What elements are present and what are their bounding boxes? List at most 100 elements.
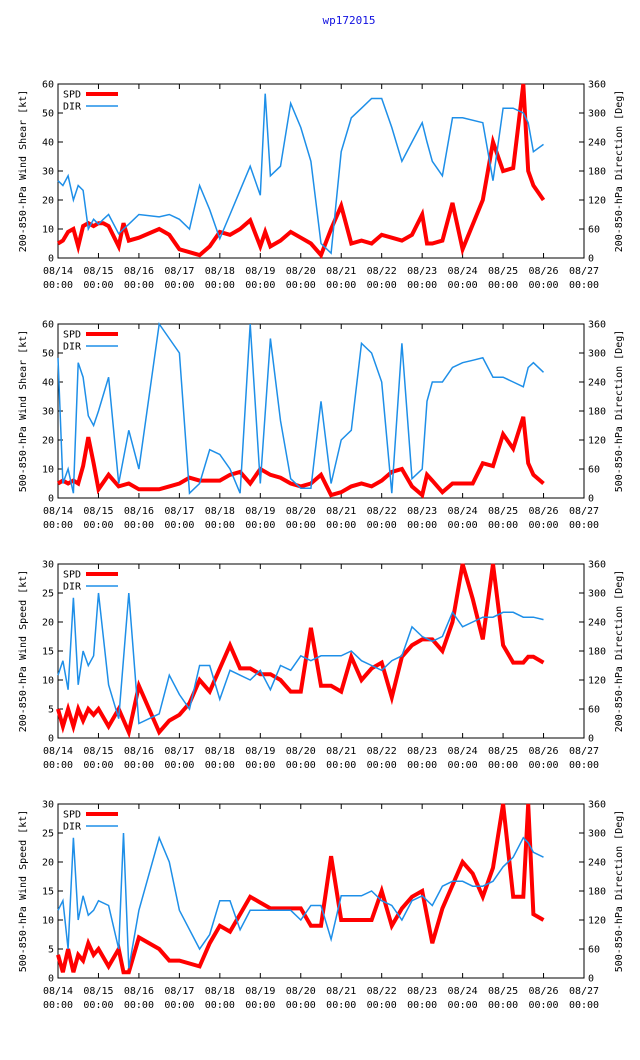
dir-point (209, 665, 210, 666)
y2-tick-label: 300 (588, 349, 606, 360)
dir-point (128, 224, 129, 225)
spd-point (543, 662, 544, 663)
spd-point (371, 920, 372, 921)
dir-point (270, 910, 271, 911)
spd-point (240, 229, 241, 230)
spd-point (422, 214, 423, 215)
spd-point (280, 908, 281, 909)
dir-point (78, 185, 79, 186)
legend-label-spd: SPD (63, 90, 81, 101)
spd-point (371, 668, 372, 669)
spd-point (240, 668, 241, 669)
y2-tick-label: 120 (588, 436, 606, 447)
x-tick-label-date: 08/23 (407, 506, 437, 517)
x-tick-label-time: 00:00 (124, 280, 154, 291)
x-tick-label-time: 00:00 (286, 760, 316, 771)
dir-point (68, 469, 69, 470)
dir-point (472, 622, 473, 623)
dir-point (482, 357, 483, 358)
spd-point (361, 920, 362, 921)
spd-point (58, 243, 59, 244)
dir-point (169, 675, 170, 676)
spd-point (280, 680, 281, 681)
spd-point (523, 662, 524, 663)
x-tick-label-date: 08/27 (569, 986, 599, 997)
x-tick-label-time: 00:00 (286, 520, 316, 531)
dir-point (331, 253, 332, 254)
x-tick-label-time: 00:00 (569, 760, 599, 771)
spd-point (452, 622, 453, 623)
spd-point (260, 246, 261, 247)
spd-point (300, 237, 301, 238)
x-tick-label-date: 08/15 (83, 266, 113, 277)
spd-point (93, 226, 94, 227)
dir-point (432, 382, 433, 383)
dir-point (412, 142, 413, 143)
dir-point (93, 655, 94, 656)
y2-tick-label: 300 (588, 829, 606, 840)
x-tick-label-time: 00:00 (124, 1000, 154, 1011)
x-tick-label-time: 00:00 (488, 280, 518, 291)
dir-point (169, 862, 170, 863)
dir-point (123, 833, 124, 834)
x-tick-label-date: 08/25 (488, 746, 518, 757)
spd-point (422, 891, 423, 892)
dir-point (240, 929, 241, 930)
y-tick-label: 15 (42, 647, 54, 658)
spd-point (351, 486, 352, 487)
spd-point (321, 925, 322, 926)
x-tick-label-time: 00:00 (124, 520, 154, 531)
dir-point (83, 190, 84, 191)
dir-point (427, 401, 428, 402)
dir-point (310, 161, 311, 162)
spd-point (543, 920, 544, 921)
spd-point (169, 960, 170, 961)
x-tick-label-date: 08/21 (326, 266, 356, 277)
x-tick-label-time: 00:00 (83, 760, 113, 771)
spd-point (169, 486, 170, 487)
y2-tick-label: 180 (588, 167, 606, 178)
dir-point (442, 175, 443, 176)
spd-point (270, 246, 271, 247)
dir-point (229, 670, 230, 671)
dir-point (341, 895, 342, 896)
dir-point (138, 214, 139, 215)
x-tick-label-date: 08/26 (528, 746, 558, 757)
y-tick-label: 60 (42, 320, 54, 331)
spd-point (381, 480, 382, 481)
dir-point (138, 910, 139, 911)
spd-point (513, 168, 514, 169)
y-tick-label: 10 (42, 916, 54, 927)
spd-point (280, 240, 281, 241)
spd-point (533, 474, 534, 475)
spd-point (209, 691, 210, 692)
spd-point (412, 486, 413, 487)
spd-point (452, 202, 453, 203)
x-tick-label-time: 00:00 (569, 520, 599, 531)
dir-point (361, 895, 362, 896)
dir-point (68, 175, 69, 176)
dir-point (159, 216, 160, 217)
spd-point (300, 486, 301, 487)
y-tick-label: 5 (48, 945, 54, 956)
legend-label-dir: DIR (63, 582, 82, 593)
spd-point (290, 908, 291, 909)
spd-point (371, 486, 372, 487)
spd-point (159, 229, 160, 230)
spd-point (321, 685, 322, 686)
spd-point (159, 732, 160, 733)
dir-point (260, 910, 261, 911)
spd-point (78, 483, 79, 484)
dir-point (310, 905, 311, 906)
x-tick-label-date: 08/24 (448, 746, 478, 757)
spd-point (118, 486, 119, 487)
y2-tick-label: 120 (588, 196, 606, 207)
spd-point (62, 972, 63, 973)
dir-point (452, 612, 453, 613)
dir-point (300, 920, 301, 921)
spd-point (533, 914, 534, 915)
dir-point (219, 699, 220, 700)
dir-point (199, 665, 200, 666)
dir-point (503, 108, 504, 109)
